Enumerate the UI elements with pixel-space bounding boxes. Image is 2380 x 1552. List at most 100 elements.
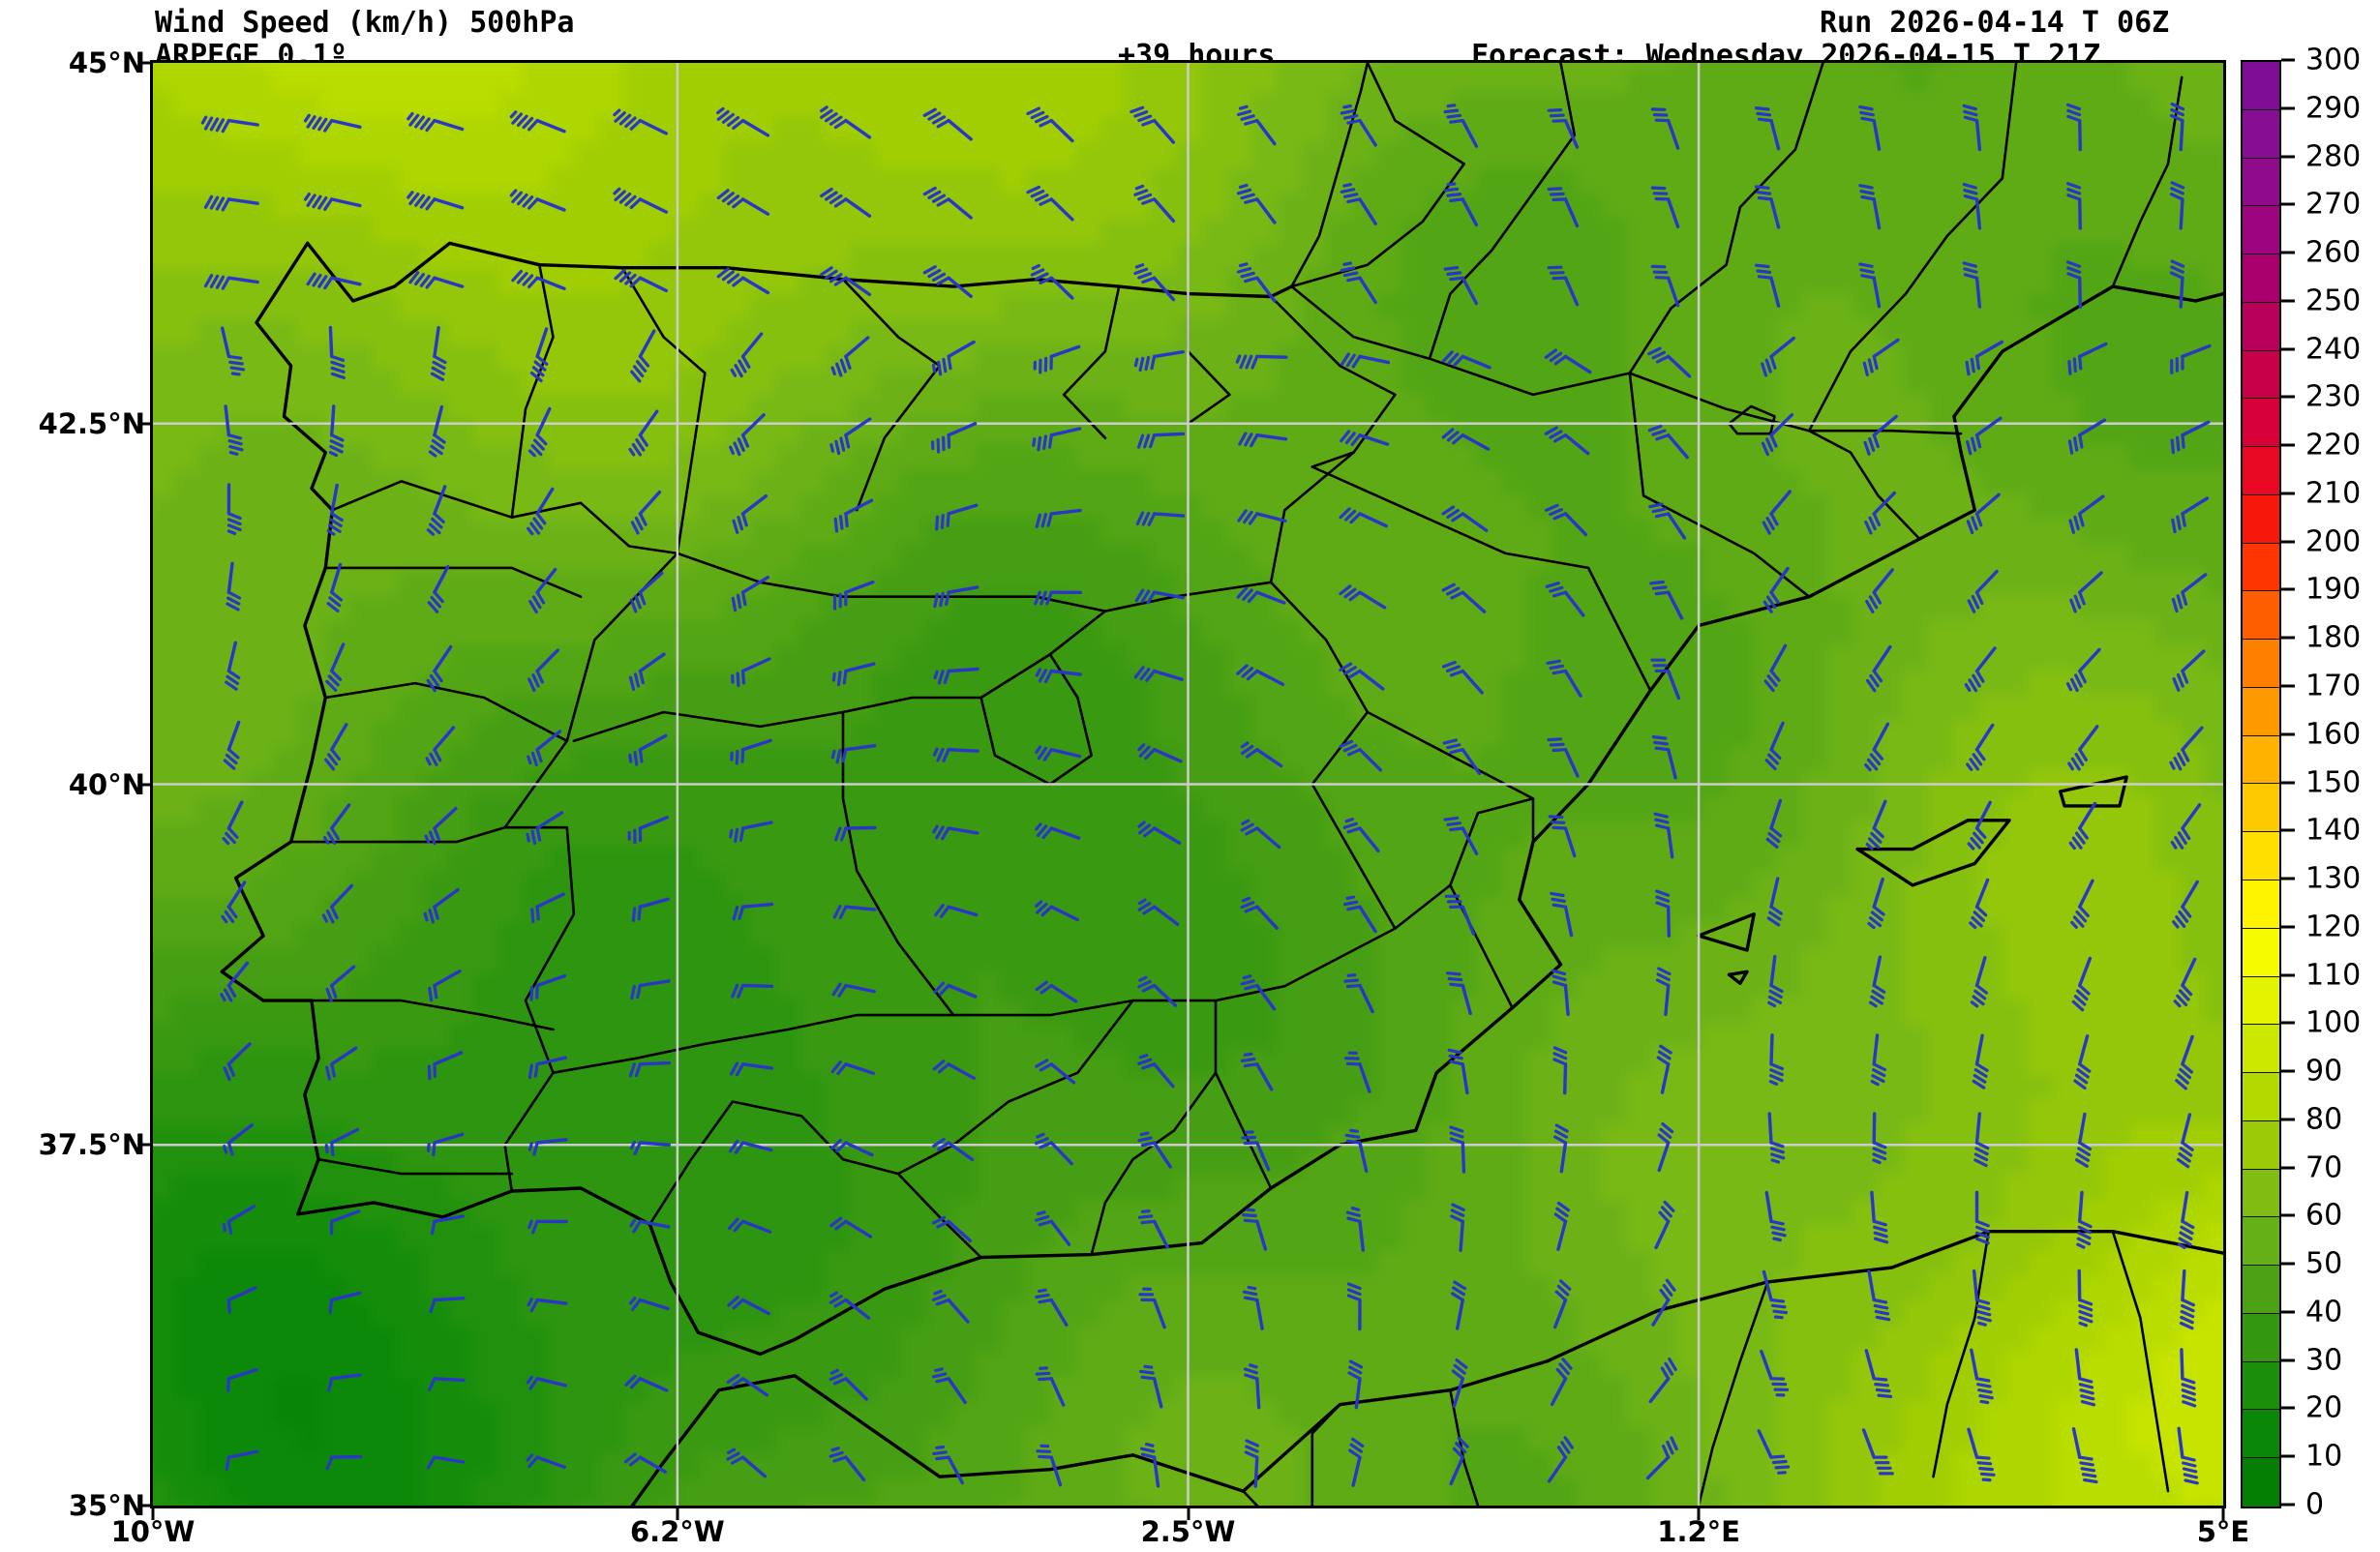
colorbar-tick (2281, 540, 2295, 544)
colorbar-tick (2281, 732, 2295, 736)
colorbar-tick (2281, 1021, 2295, 1025)
colorbar-tick-label: 170 (2305, 669, 2362, 703)
colorbar-band (2243, 976, 2279, 1026)
colorbar-tick (2281, 684, 2295, 688)
colorbar-tick (2281, 395, 2295, 399)
colorbar-band (2243, 158, 2279, 207)
colorbar-tick-label: 40 (2305, 1295, 2343, 1329)
colorbar-tick-label: 190 (2305, 572, 2362, 607)
colorbar-tick (2281, 299, 2295, 303)
colorbar-tick-label: 200 (2305, 524, 2362, 559)
colorbar-tick-label: 30 (2305, 1343, 2343, 1378)
colorbar-band (2243, 640, 2279, 688)
wind-barb-layer (153, 63, 2223, 1506)
colorbar-tick (2281, 587, 2295, 591)
x-axis-tick (1697, 1508, 1701, 1520)
colorbar-tick (2281, 155, 2295, 159)
colorbar-tick-label: 140 (2305, 813, 2362, 848)
colorbar-tick (2281, 492, 2295, 495)
colorbar-band (2243, 206, 2279, 255)
y-axis-tick-label: 42.5°N (38, 406, 145, 440)
y-axis-tick-label: 40°N (68, 767, 145, 801)
colorbar-band (2243, 1266, 2279, 1314)
colorbar-tick-label: 150 (2305, 765, 2362, 799)
colorbar-band (2243, 687, 2279, 736)
colorbar-tick (2281, 636, 2295, 640)
x-axis-tick-label: 10°W (110, 1515, 196, 1548)
colorbar-band (2243, 62, 2279, 110)
colorbar-tick-label: 250 (2305, 284, 2362, 318)
run-label: Run 2026-04-14 T 06Z (1820, 6, 2170, 40)
colorbar-tick (2281, 877, 2295, 880)
map-plot-area[interactable] (150, 60, 2226, 1508)
x-axis-tick-label: 5°E (2196, 1515, 2250, 1548)
colorbar-tick (2281, 828, 2295, 832)
colorbar-band (2243, 928, 2279, 977)
colorbar-band (2243, 302, 2279, 351)
colorbar-tick-label: 70 (2305, 1150, 2343, 1185)
colorbar-band (2243, 1169, 2279, 1218)
y-axis-tick-label: 37.5°N (38, 1128, 145, 1162)
colorbar-band (2243, 1313, 2279, 1362)
colorbar-tick-label: 220 (2305, 428, 2362, 463)
colorbar-band (2243, 784, 2279, 833)
colorbar-band (2243, 543, 2279, 592)
colorbar-tick-label: 300 (2305, 43, 2362, 77)
colorbar[interactable] (2241, 60, 2281, 1508)
y-axis-tick-label: 45°N (68, 46, 145, 79)
y-axis-tick (138, 1143, 150, 1147)
y-axis-tick (138, 61, 150, 65)
colorbar-tick (2281, 443, 2295, 447)
colorbar-tick (2281, 106, 2295, 110)
colorbar-band (2243, 880, 2279, 929)
colorbar-tick-label: 290 (2305, 91, 2362, 126)
colorbar-tick-label: 210 (2305, 476, 2362, 511)
colorbar-band (2243, 254, 2279, 303)
colorbar-tick (2281, 1069, 2295, 1073)
colorbar-band (2243, 1410, 2279, 1459)
colorbar-band (2243, 735, 2279, 785)
colorbar-tick-label: 10 (2305, 1439, 2343, 1474)
colorbar-tick (2281, 1213, 2295, 1217)
colorbar-band (2243, 1217, 2279, 1267)
colorbar-tick-label: 130 (2305, 861, 2362, 896)
colorbar-tick (2281, 781, 2295, 784)
colorbar-band (2243, 1120, 2279, 1170)
colorbar-tick-label: 90 (2305, 1054, 2343, 1089)
colorbar-tick-label: 260 (2305, 235, 2362, 270)
colorbar-tick-label: 270 (2305, 187, 2362, 222)
colorbar-tick-label: 120 (2305, 910, 2362, 944)
x-axis-tick-label: 2.5°W (1140, 1515, 1236, 1548)
x-axis-tick (151, 1508, 155, 1520)
colorbar-band (2243, 494, 2279, 544)
colorbar-tick (2281, 202, 2295, 206)
colorbar-band (2243, 447, 2279, 495)
colorbar-band (2243, 1073, 2279, 1121)
colorbar-tick (2281, 58, 2295, 62)
colorbar-tick-label: 230 (2305, 379, 2362, 414)
x-axis-tick-label: 1.2°E (1657, 1515, 1740, 1548)
y-axis-tick (138, 1504, 150, 1507)
y-axis-tick (138, 783, 150, 786)
x-axis-tick (2221, 1508, 2225, 1520)
page-title: Wind Speed (km/h) 500hPa (155, 6, 575, 40)
colorbar-tick-label: 180 (2305, 620, 2362, 655)
colorbar-tick-label: 110 (2305, 958, 2362, 993)
y-axis-tick-label: 35°N (68, 1489, 145, 1522)
x-axis-tick (1187, 1508, 1190, 1520)
x-axis-tick (676, 1508, 679, 1520)
colorbar-tick (2281, 1454, 2295, 1458)
colorbar-tick (2281, 973, 2295, 977)
colorbar-tick-label: 50 (2305, 1246, 2343, 1281)
coastline-layer (153, 63, 2223, 1506)
colorbar-tick (2281, 1262, 2295, 1266)
colorbar-band (2243, 399, 2279, 448)
colorbar-tick (2281, 1166, 2295, 1170)
colorbar-tick (2281, 1310, 2295, 1314)
colorbar-tick-label: 160 (2305, 717, 2362, 752)
colorbar-tick (2281, 1406, 2295, 1410)
colorbar-tick-label: 80 (2305, 1102, 2343, 1137)
colorbar-tick-label: 100 (2305, 1005, 2362, 1040)
colorbar-tick (2281, 925, 2295, 929)
colorbar-tick (2281, 1358, 2295, 1362)
